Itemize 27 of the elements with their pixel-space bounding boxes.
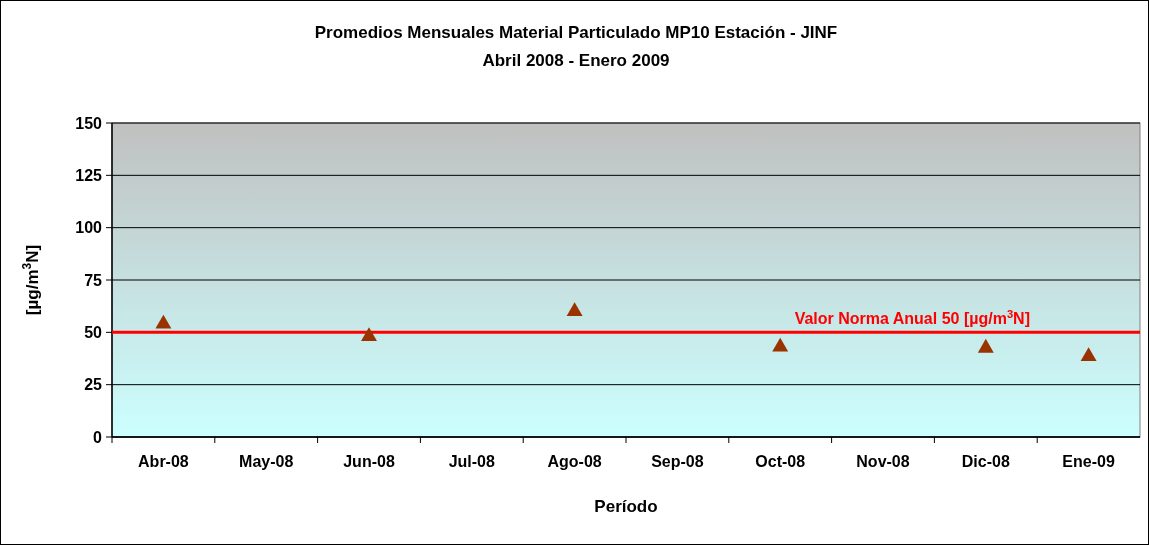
y-tick-label: 100 [75,219,103,237]
x-axis-title: Período [594,497,658,516]
x-tick-label: Jul-08 [448,453,496,470]
x-tick-label: Oct-08 [755,453,806,470]
y-tick-label: 75 [84,271,103,289]
x-tick-label: Ago-08 [547,453,602,470]
y-tick-label: 125 [75,166,103,184]
x-tick-label: Abr-08 [138,453,189,470]
ref-line-label: Valor Norma Anual 50 [µg/m$^{3}$N] [794,308,1030,328]
point [155,314,172,329]
point [566,302,583,316]
x-tick-label: May-08 [239,453,294,470]
x-tick-label: Dic-08 [961,453,1010,470]
y-tick-label: 0 [93,428,103,446]
point [1080,347,1097,362]
y-tick-label: 150 [75,114,103,132]
point [977,338,994,353]
y-tick-label: 25 [84,376,103,394]
point [361,327,377,342]
chart-subtitle: Abril 2008 - Enero 2009 [482,51,670,70]
y-tick-label: 50 [84,323,103,341]
x-tick-label: Sep-08 [651,453,704,470]
x-tick-label: Nov-08 [856,453,910,470]
x-tick-label: Jun-08 [343,453,395,470]
x-tick-label: Ene-09 [1062,453,1115,470]
point [772,337,789,352]
chart-title: Promedios Mensuales Material Particulado MP10 Estación - JINF [314,23,838,42]
